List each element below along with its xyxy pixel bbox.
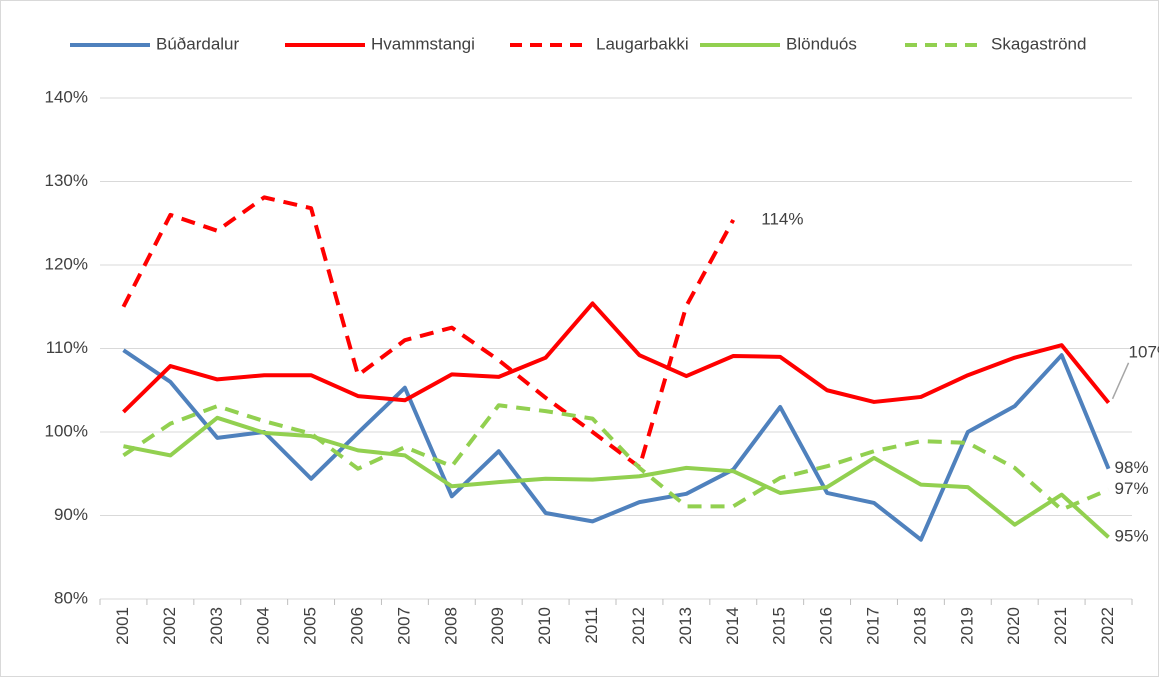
x-tick-label: 2014 [723, 607, 742, 645]
x-tick-label: 2002 [160, 607, 179, 645]
x-tick-label: 2010 [535, 607, 554, 645]
end-label: 97% [1115, 479, 1149, 498]
x-tick-label: 2006 [347, 607, 366, 645]
legend-label: Skagaströnd [991, 34, 1086, 53]
legend-label: Blönduós [786, 34, 857, 53]
x-tick-label: 2018 [910, 607, 929, 645]
end-label: 107% [1129, 342, 1159, 361]
x-tick-label: 2021 [1051, 607, 1070, 645]
y-tick-label: 120% [45, 254, 88, 273]
x-tick-label: 2007 [394, 607, 413, 645]
x-tick-label: 2020 [1004, 607, 1023, 645]
series-line [123, 415, 1110, 539]
x-tick-label: 2022 [1098, 607, 1117, 645]
x-tick-label: 2001 [113, 607, 132, 645]
series-line [121, 195, 736, 470]
end-label: 95% [1115, 527, 1149, 546]
end-label: 98% [1115, 458, 1149, 477]
end-label: 114% [761, 209, 803, 228]
x-tick-label: 2013 [676, 607, 695, 645]
x-tick-label: 2015 [770, 607, 789, 645]
y-tick-label: 100% [45, 421, 88, 440]
x-tick-label: 2012 [629, 607, 648, 645]
y-tick-label: 90% [54, 505, 88, 524]
y-tick-label: 140% [45, 87, 88, 106]
series-line [122, 301, 1111, 414]
legend-label: Búðardalur [156, 34, 240, 53]
y-tick-label: 110% [46, 338, 88, 357]
x-tick-label: 2019 [957, 607, 976, 645]
x-tick-label: 2017 [863, 607, 882, 645]
x-tick-label: 2004 [254, 607, 273, 645]
legend-label: Hvammstangi [371, 34, 475, 53]
y-tick-label: 130% [45, 171, 88, 190]
x-tick-label: 2011 [582, 607, 601, 644]
y-tick-label: 80% [54, 588, 88, 607]
leader-line [1111, 362, 1130, 400]
x-tick-label: 2005 [301, 607, 320, 645]
series-line [122, 403, 1110, 512]
x-tick-label: 2016 [817, 607, 836, 645]
x-tick-label: 2003 [207, 607, 226, 645]
x-tick-label: 2009 [488, 607, 507, 645]
legend-label: Laugarbakki [596, 34, 689, 53]
x-tick-label: 2008 [441, 607, 460, 645]
